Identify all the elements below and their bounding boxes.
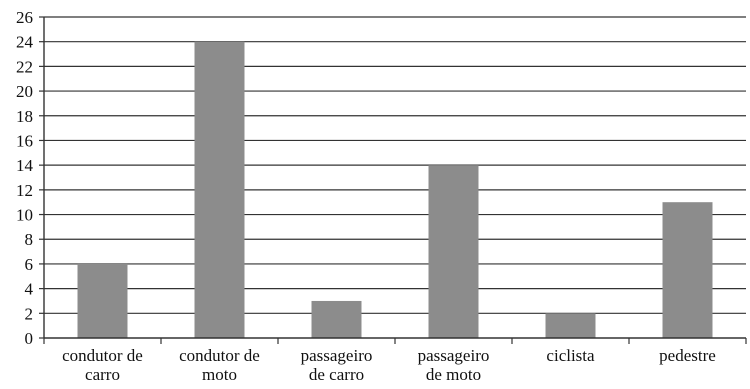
x-category-label: condutor de carro bbox=[62, 346, 143, 384]
bar bbox=[662, 202, 713, 338]
x-category-label: pedestre bbox=[659, 346, 716, 365]
x-category-label: passageiro de moto bbox=[418, 346, 490, 384]
x-category-label: passageiro de carro bbox=[301, 346, 373, 384]
y-tick-label: 0 bbox=[25, 329, 34, 348]
x-category-label: ciclista bbox=[546, 346, 595, 365]
bars bbox=[77, 41, 713, 338]
y-tick-label: 8 bbox=[25, 230, 34, 249]
bar bbox=[428, 165, 479, 338]
axes bbox=[39, 16, 747, 344]
gridlines bbox=[44, 16, 746, 314]
bar bbox=[77, 263, 128, 338]
y-tick-label: 12 bbox=[16, 181, 33, 200]
x-category-labels: condutor de carro condutor de moto passageir… bbox=[62, 346, 716, 384]
x-category-label: condutor de moto bbox=[179, 346, 260, 384]
y-tick-label: 20 bbox=[16, 82, 33, 101]
y-tick-label: 14 bbox=[16, 156, 34, 175]
y-tick-label: 22 bbox=[16, 57, 33, 76]
y-tick-label: 26 bbox=[16, 8, 33, 27]
bar bbox=[545, 313, 596, 338]
y-tick-label: 10 bbox=[16, 206, 33, 225]
y-tick-label: 6 bbox=[25, 255, 34, 274]
y-tick-label: 24 bbox=[16, 33, 34, 52]
y-tick-label: 18 bbox=[16, 107, 33, 126]
y-tick-label: 4 bbox=[25, 280, 34, 299]
bar bbox=[194, 41, 245, 338]
y-tick-label: 2 bbox=[25, 304, 34, 323]
bar bbox=[311, 300, 362, 338]
y-tick-label: 16 bbox=[16, 131, 33, 150]
